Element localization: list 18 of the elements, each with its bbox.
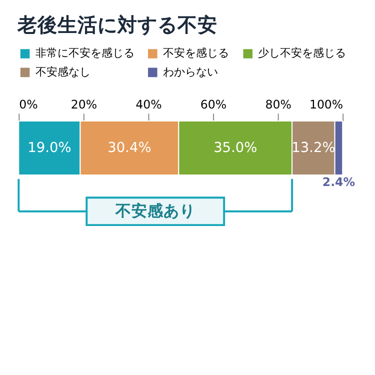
text: 不安感あり xyxy=(114,201,196,220)
legend-label: 不安感なし xyxy=(35,65,90,78)
data-label: 30.4% xyxy=(108,140,152,156)
x-tick-label: 0% xyxy=(19,98,38,112)
x-tick-label: 100% xyxy=(309,98,344,112)
data-label: 2.4% xyxy=(322,174,356,189)
legend-label: 少し不安を感じる xyxy=(258,46,346,60)
data-label: 13.2% xyxy=(292,140,336,156)
x-tick-label: 60% xyxy=(200,98,227,112)
x-tick-label: 40% xyxy=(136,98,162,112)
legend-label: わからない xyxy=(162,65,218,78)
legend-label: 不安を感じる xyxy=(162,46,229,60)
x-tick-label: 20% xyxy=(70,98,98,112)
chart-title: 老後生活に対する不安 xyxy=(16,14,218,37)
data-label: 35.0% xyxy=(214,140,258,156)
legend-label: 非常に不安を感じる xyxy=(35,46,134,60)
x-tick-label: 80% xyxy=(265,98,292,112)
data-label: 19.0% xyxy=(28,140,72,156)
